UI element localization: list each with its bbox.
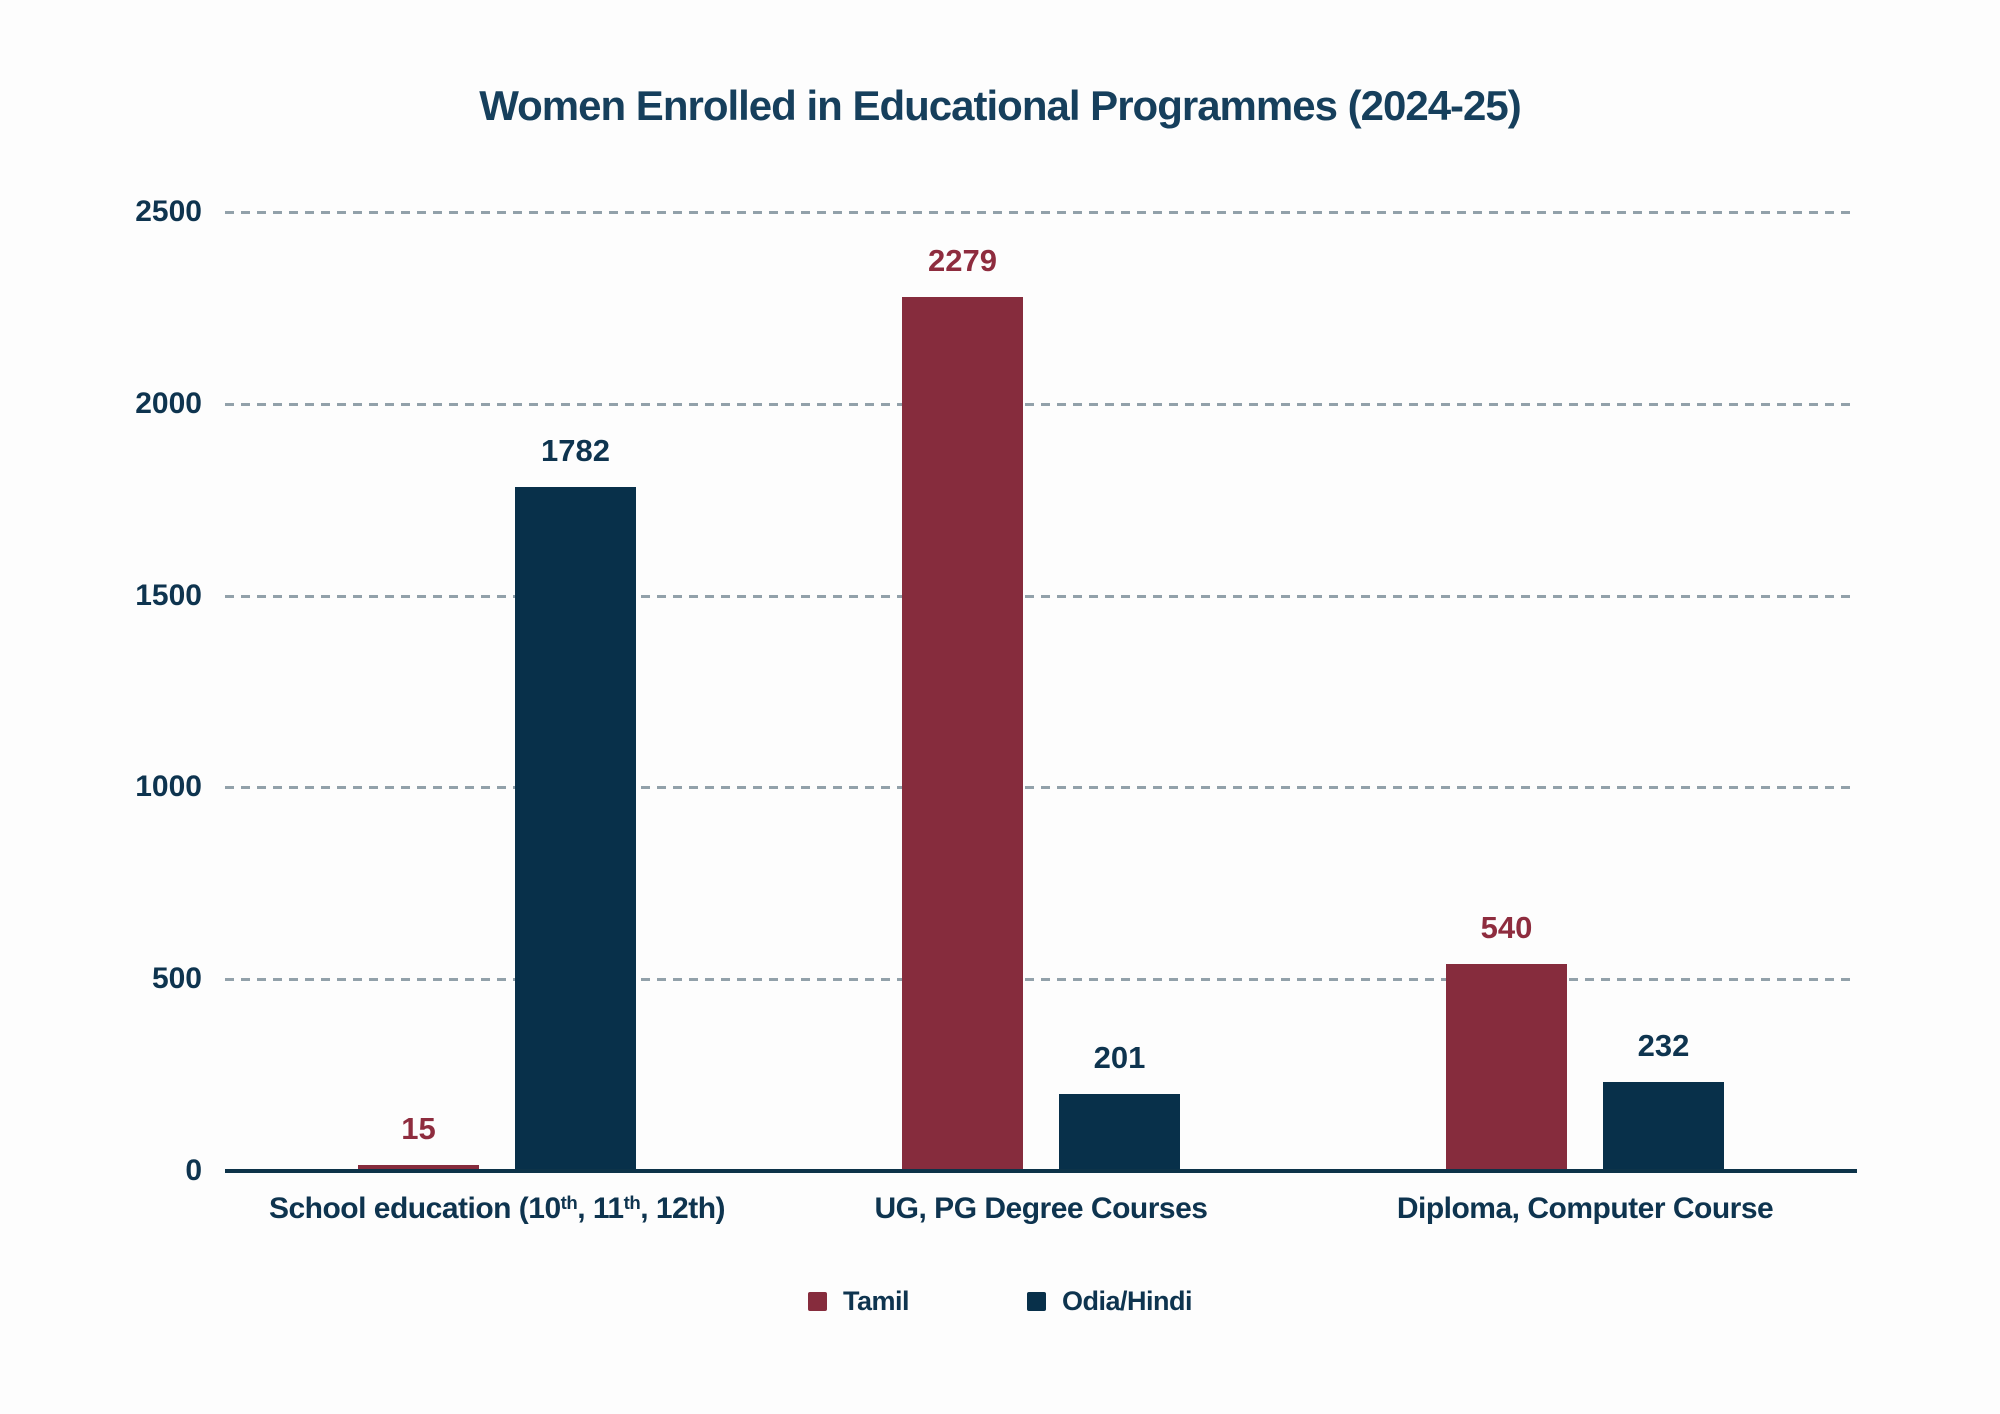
- bar-tamil-cat2: [902, 297, 1023, 1171]
- legend-item-tamil: Tamil: [807, 1286, 910, 1317]
- bar-tamil-cat3: [1446, 964, 1567, 1171]
- y-axis-tick-2500: 2500: [135, 195, 202, 228]
- superscript: th: [560, 1192, 578, 1214]
- gridline-1500: [225, 594, 1857, 598]
- y-axis-tick-0: 0: [185, 1154, 202, 1187]
- value-label-540: 540: [1480, 910, 1533, 945]
- label-text: School education (10: [268, 1192, 561, 1225]
- gridline-500: [225, 978, 1857, 982]
- bar-odia-hindi-cat3: [1603, 1082, 1724, 1171]
- value-label-15: 15: [401, 1111, 436, 1146]
- x-axis-line: [225, 1169, 1857, 1173]
- legend-label: Odia/Hindi: [1062, 1286, 1193, 1316]
- value-label-1782: 1782: [541, 433, 610, 468]
- x-axis-category-label-1: School education (10th, 11th, 12th): [187, 1192, 807, 1226]
- legend-swatch-icon: [807, 1292, 827, 1311]
- x-axis-category-label-3: Diploma, Computer Course: [1275, 1192, 1895, 1226]
- gridline-1000: [225, 786, 1857, 790]
- legend: Tamil Odia/Hindi: [0, 1286, 2000, 1317]
- label-text: UG, PG Degree Courses: [874, 1192, 1208, 1225]
- legend-swatch-icon: [1027, 1292, 1046, 1311]
- x-axis-category-label-2: UG, PG Degree Courses: [731, 1192, 1351, 1226]
- value-label-2279: 2279: [928, 243, 997, 278]
- superscript: th: [623, 1192, 641, 1214]
- y-axis-tick-500: 500: [151, 962, 202, 996]
- label-text: , 12th): [640, 1192, 726, 1225]
- y-axis-tick-2000: 2000: [135, 386, 202, 420]
- value-label-201: 201: [1093, 1040, 1146, 1075]
- gridline-2000: [225, 402, 1857, 406]
- legend-item-odia-hindi: Odia/Hindi: [1027, 1286, 1193, 1317]
- chart-title: Women Enrolled in Educational Programmes…: [479, 82, 1522, 129]
- gridline-2500: [225, 211, 1857, 214]
- y-axis-tick-1000: 1000: [135, 770, 202, 804]
- bar-odia-hindi-cat2: [1059, 1094, 1180, 1171]
- value-label-232: 232: [1637, 1028, 1690, 1063]
- legend-label: Tamil: [842, 1286, 910, 1316]
- label-text: Diploma, Computer Course: [1396, 1192, 1774, 1225]
- bar-tamil-cat1: [358, 1165, 479, 1171]
- bar-odia-hindi-cat1: [515, 487, 636, 1171]
- label-text: , 11: [577, 1192, 624, 1225]
- y-axis-tick-1500: 1500: [135, 578, 202, 612]
